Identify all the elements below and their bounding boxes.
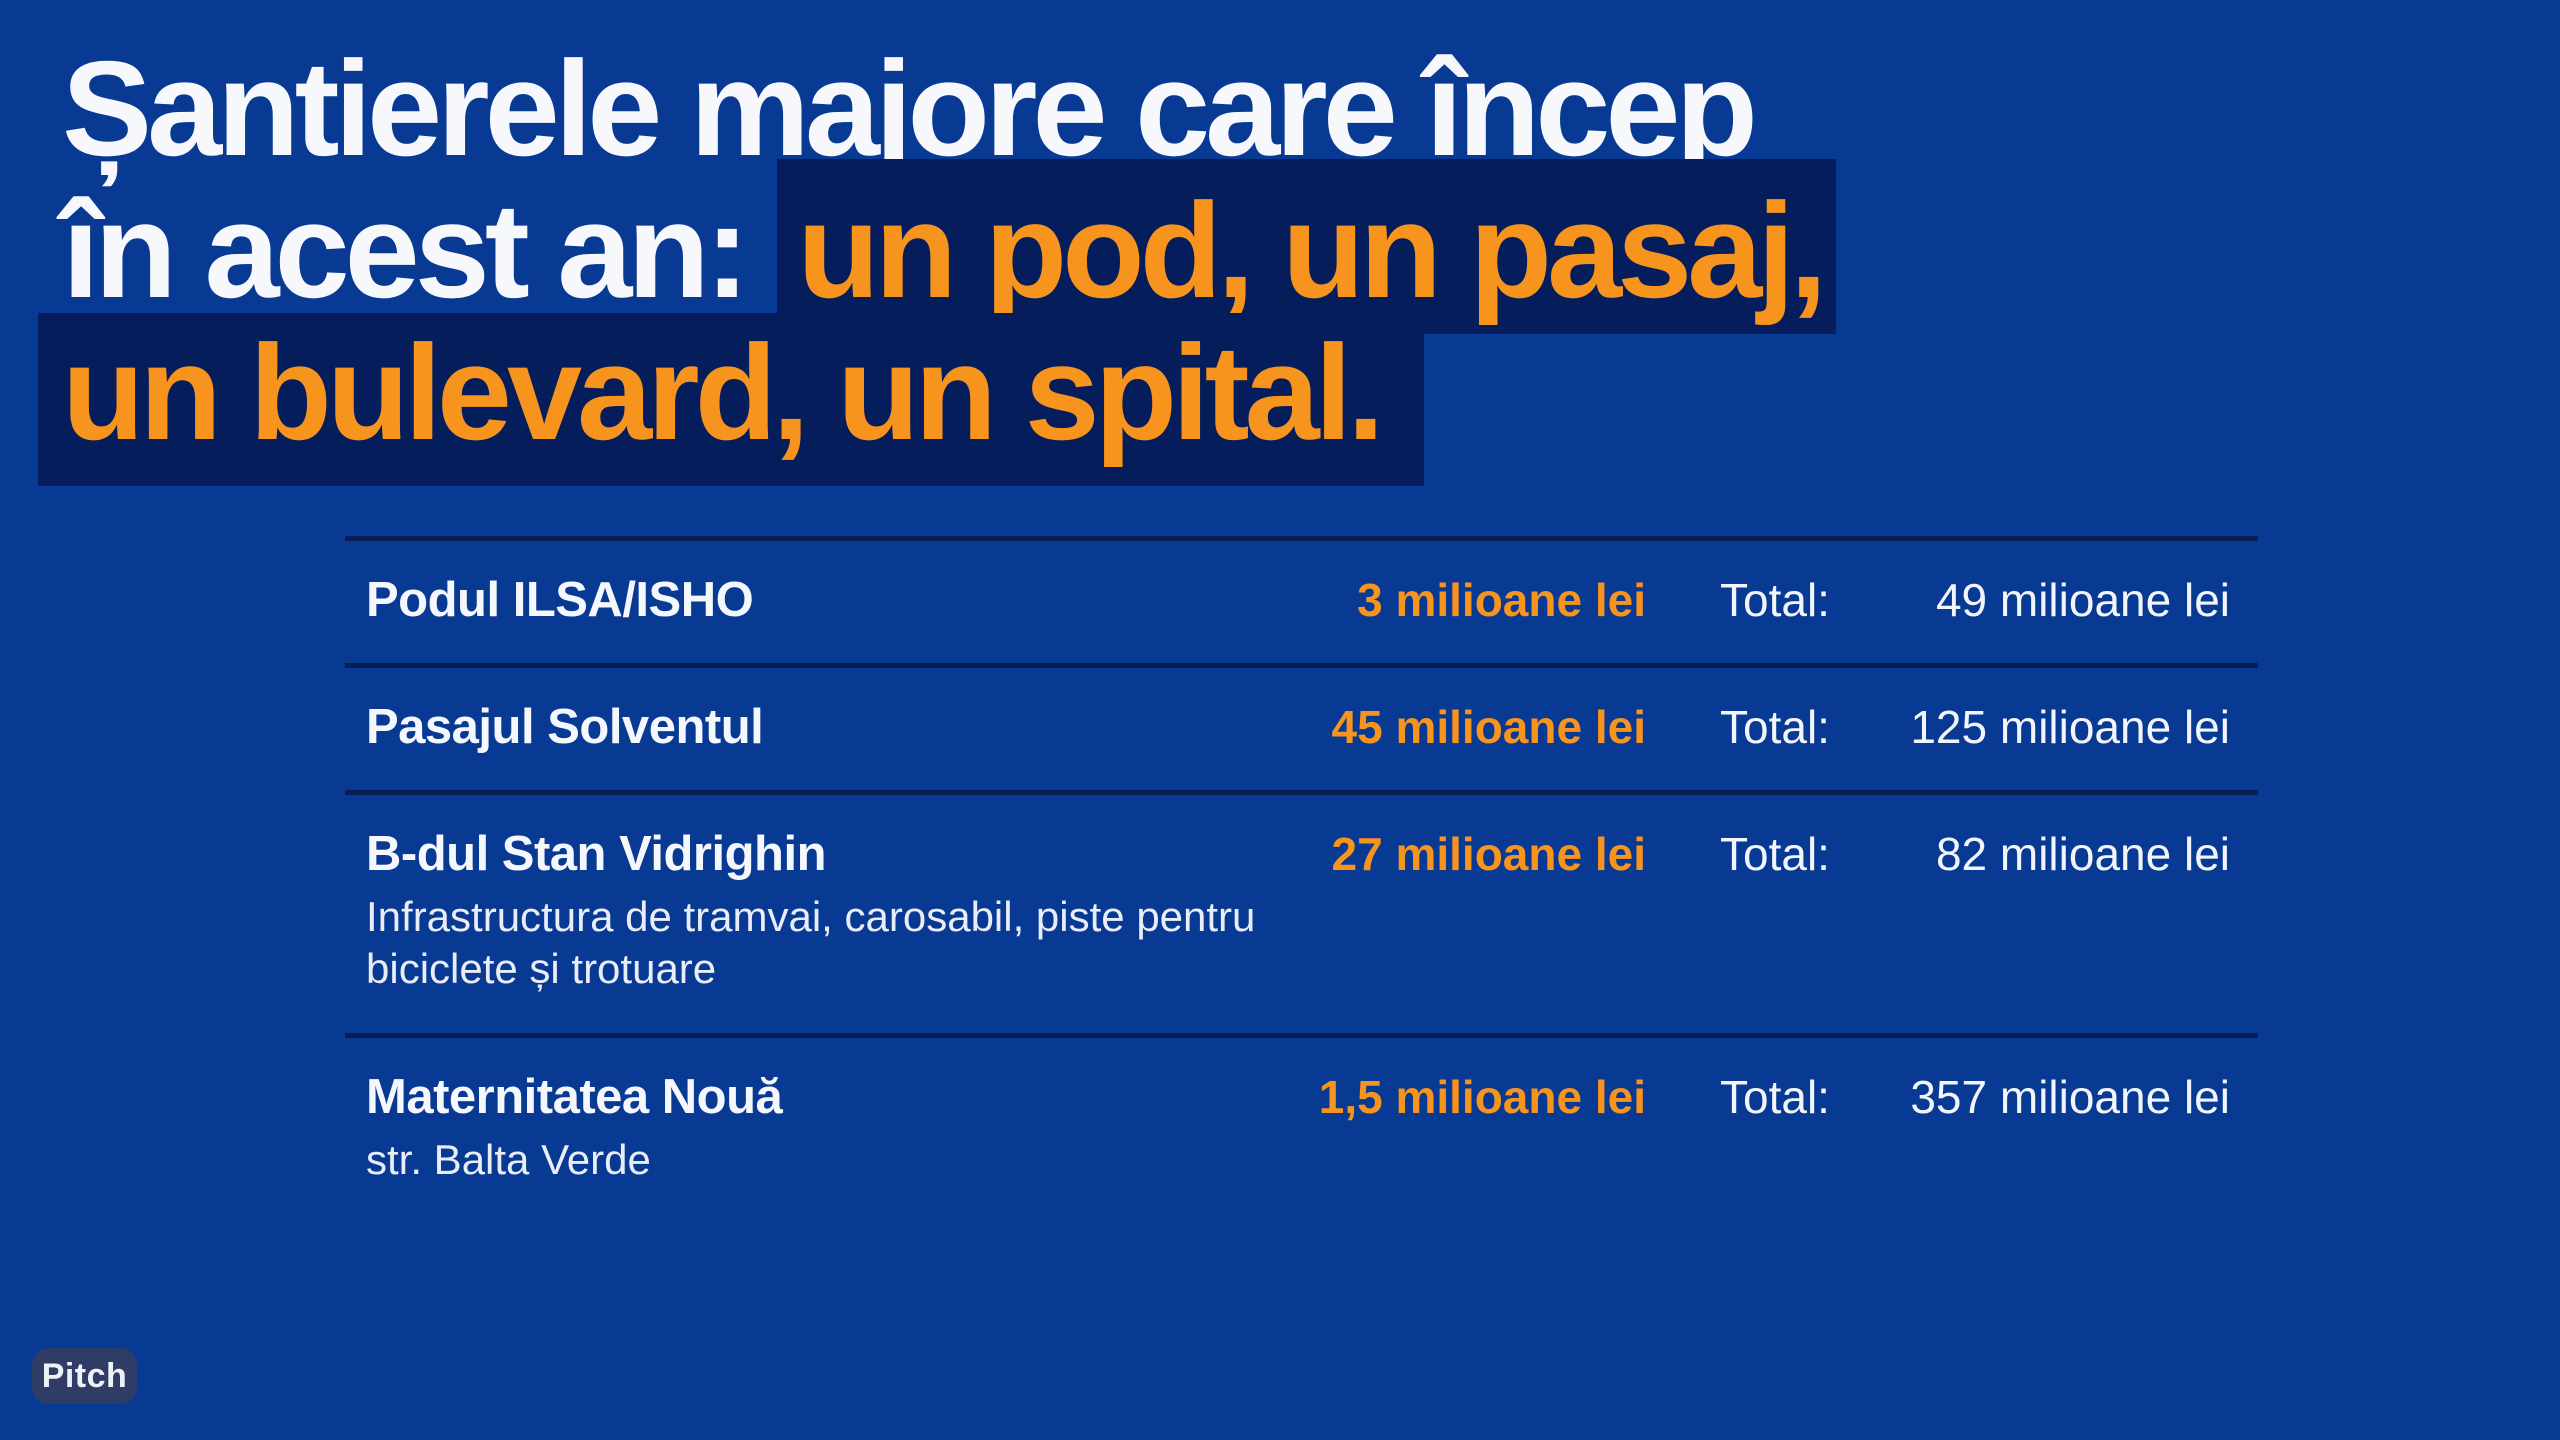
project-subtitle: str. Balta Verde (366, 1136, 651, 1183)
project-name: B-dul Stan Vidrighin (366, 827, 827, 881)
table-row: Maternitatea Nouă str. Balta Verde 1,5 m… (345, 1033, 2258, 1224)
table-row: Pasajul Solventul 45 milioane lei Total:… (345, 663, 2258, 790)
project-name: Pasajul Solventul (366, 700, 764, 754)
projects-table: Podul ILSA/ISHO 3 milioane lei Total: 49… (345, 536, 2258, 1224)
project-name-cell: B-dul Stan Vidrighin Infrastructura de t… (366, 825, 1316, 995)
title-text-white: Șantierele majore care încep (62, 33, 1758, 184)
total-value: 49 milioane lei (1935, 574, 2230, 626)
table-row: B-dul Stan Vidrighin Infrastructura de t… (345, 790, 2258, 1033)
project-cost: 3 milioane lei (1357, 574, 1646, 626)
title-text-orange: un bulevard, un spital. (62, 317, 1385, 468)
project-name-cell: Maternitatea Nouă str. Balta Verde (366, 1068, 1316, 1186)
title-line-3: un bulevard, un spital. (38, 313, 1836, 486)
pitch-logo[interactable]: Pitch (32, 1348, 137, 1404)
project-cost: 45 milioane lei (1331, 701, 1646, 753)
title-line-2: în acest an: un pod, un pasaj, (62, 159, 1837, 334)
project-name-cell: Pasajul Solventul (366, 698, 1316, 756)
total-label: Total: (1720, 828, 1830, 880)
pitch-logo-text: Pitch (41, 1356, 128, 1395)
total-label: Total: (1720, 701, 1830, 753)
slide-title: Șantierele majore care încep în acest an… (38, 38, 1837, 486)
project-name: Podul ILSA/ISHO (366, 573, 754, 627)
project-cost: 27 milioane lei (1331, 828, 1646, 880)
table-row: Podul ILSA/ISHO 3 milioane lei Total: 49… (345, 536, 2258, 663)
title-line-1: Șantierele majore care încep (62, 38, 1836, 180)
total-label: Total: (1720, 574, 1830, 626)
total-label: Total: (1720, 1071, 1830, 1123)
project-cost: 1,5 milioane lei (1318, 1071, 1646, 1123)
title-text-white: în acest an: (62, 175, 778, 326)
project-name-cell: Podul ILSA/ISHO (366, 571, 1316, 629)
project-name: Maternitatea Nouă (366, 1070, 783, 1124)
title-highlight-block-1: un pod, un pasaj, (777, 159, 1837, 334)
title-text-orange: un pod, un pasaj, (797, 175, 1827, 326)
project-subtitle: Infrastructura de tramvai, carosabil, pi… (366, 893, 1256, 992)
total-value: 82 milioane lei (1935, 828, 2230, 880)
title-highlight-block-2: un bulevard, un spital. (38, 313, 1424, 486)
total-value: 357 milioane lei (1910, 1071, 2230, 1123)
total-value: 125 milioane lei (1910, 701, 2230, 753)
